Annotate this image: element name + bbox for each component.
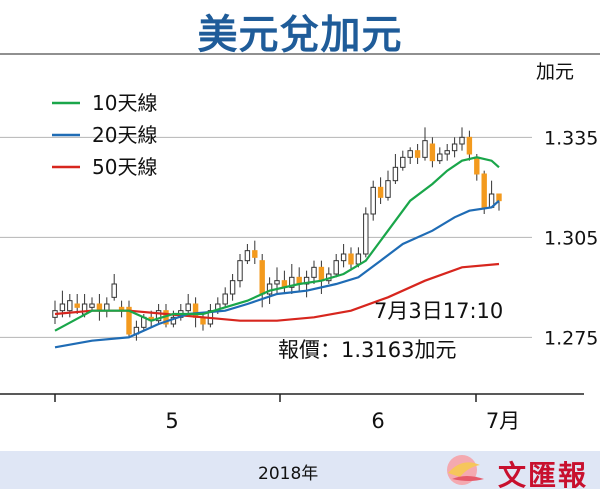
candle xyxy=(392,154,399,184)
x-period-label: 2018年 xyxy=(258,464,319,484)
candle xyxy=(377,177,384,204)
candle xyxy=(370,180,376,221)
x-tick-label: 5 xyxy=(165,409,178,433)
candle xyxy=(185,294,191,314)
candle xyxy=(207,304,214,328)
candle xyxy=(326,267,332,284)
candle xyxy=(89,297,95,311)
candle xyxy=(96,294,103,321)
x-tick-label: 6 xyxy=(371,409,384,433)
y-tick-label: 1.275 xyxy=(544,327,598,349)
chart-title: 美元兌加元 xyxy=(197,12,403,58)
candle xyxy=(459,127,465,151)
logo-emblem-icon xyxy=(447,455,484,485)
candle xyxy=(111,274,117,301)
candle xyxy=(289,264,295,294)
publisher-logo: 文匯報 xyxy=(440,453,600,492)
y-tick-label: 1.305 xyxy=(544,227,598,249)
legend-label: 50天線 xyxy=(92,155,157,179)
legend-label: 10天線 xyxy=(92,91,157,115)
candle xyxy=(52,300,58,324)
annotation-quote: 報價：1.3163加元 xyxy=(278,338,456,362)
unit-label: 加元 xyxy=(536,61,574,83)
candle xyxy=(488,180,495,208)
candle xyxy=(363,207,369,258)
candle xyxy=(348,247,354,271)
candle xyxy=(414,144,421,164)
legend-label: 20天線 xyxy=(92,123,157,147)
x-tick-label: 7月 xyxy=(486,409,520,433)
annotation-label: 7月3日17:10 xyxy=(374,299,503,323)
candle xyxy=(385,170,391,201)
candle xyxy=(422,127,428,161)
candle xyxy=(126,300,132,338)
candle xyxy=(437,147,443,164)
legend-item: 50天線 xyxy=(52,155,157,179)
candle xyxy=(281,270,288,294)
legend-item: 20天線 xyxy=(52,123,157,147)
candle xyxy=(429,137,436,168)
footer-bar: 2018年 文匯報 xyxy=(0,451,600,492)
candle xyxy=(74,294,80,314)
candle xyxy=(444,144,450,161)
ma10-line xyxy=(54,156,500,332)
y-tick-label: 1.335 xyxy=(544,127,598,149)
publisher-name: 文匯報 xyxy=(498,459,589,492)
candle xyxy=(451,137,458,158)
candle xyxy=(496,193,502,211)
candle xyxy=(407,147,413,164)
candlestick-chart: 1.275 1.305 1.335 5 6 7月 10天線 20天線 50天線 加元 7月3… xyxy=(0,53,600,433)
candle xyxy=(296,267,302,291)
candle xyxy=(318,260,325,294)
legend-item: 10天線 xyxy=(52,91,157,115)
candle xyxy=(311,260,317,284)
candle xyxy=(222,287,228,308)
ma20-line xyxy=(54,199,500,349)
candle xyxy=(118,300,125,318)
candle xyxy=(237,254,243,288)
candle xyxy=(244,244,251,264)
candle xyxy=(229,274,236,301)
candle xyxy=(466,130,473,161)
candle xyxy=(340,244,347,268)
candle xyxy=(252,240,258,264)
candle xyxy=(333,254,339,278)
candle xyxy=(400,150,406,171)
candle xyxy=(104,297,110,318)
